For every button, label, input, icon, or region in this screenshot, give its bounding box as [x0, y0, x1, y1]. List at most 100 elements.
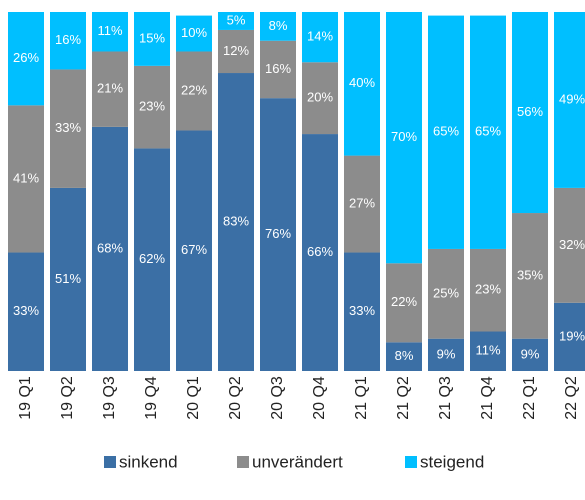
value-label: 16%: [265, 61, 291, 76]
bar-segment: [218, 12, 254, 30]
bar-segment: [344, 12, 380, 156]
value-label: 33%: [13, 303, 39, 318]
bar-segment: [50, 69, 86, 188]
value-label: 10%: [181, 25, 207, 40]
value-label: 83%: [223, 213, 249, 228]
bar-segment: [218, 29, 254, 74]
bar-segment: [218, 73, 254, 371]
x-tick-label: 20 Q4: [311, 376, 328, 420]
x-tick-label: 21 Q4: [479, 376, 496, 420]
legend-label: steigend: [420, 452, 484, 471]
x-tick-label: 19 Q2: [59, 376, 76, 420]
bar-segment: [470, 331, 506, 371]
value-label: 15%: [139, 30, 165, 45]
value-label: 26%: [13, 50, 39, 65]
bar-segment: [302, 134, 338, 371]
value-label: 19%: [559, 328, 585, 343]
x-tick-label: 22 Q2: [563, 376, 580, 420]
value-label: 25%: [433, 285, 459, 300]
value-label: 41%: [13, 170, 39, 185]
bar-segment: [512, 213, 548, 339]
legend-swatch: [104, 456, 116, 468]
value-label: 67%: [181, 242, 207, 257]
value-label: 11%: [97, 23, 122, 38]
bar-segment: [344, 155, 380, 253]
bar-segment: [302, 62, 338, 135]
bar-segment: [8, 252, 44, 371]
bar-segment: [470, 248, 506, 332]
legend-label: sinkend: [119, 452, 178, 471]
bar-segment: [554, 187, 585, 303]
value-label: 51%: [55, 271, 81, 286]
value-label: 65%: [475, 124, 501, 139]
value-label: 5%: [227, 12, 246, 27]
x-tick-label: 21 Q3: [437, 376, 454, 420]
x-tick-label: 20 Q1: [185, 376, 202, 420]
value-label: 20%: [307, 90, 333, 105]
value-label: 49%: [559, 91, 585, 106]
bar-segment: [50, 187, 86, 371]
bar-segment: [260, 98, 296, 371]
value-label: 21%: [97, 81, 123, 96]
value-label: 22%: [391, 294, 417, 309]
bar-segment: [260, 12, 296, 41]
value-label: 56%: [517, 104, 543, 119]
legend-swatch: [405, 456, 417, 468]
bar-segment: [176, 51, 212, 131]
bar-segment: [134, 148, 170, 371]
bar-segment: [428, 15, 464, 249]
bar-segment: [8, 12, 44, 106]
value-label: 32%: [559, 237, 585, 252]
bar-segment: [92, 126, 128, 371]
x-tick-label: 19 Q4: [143, 376, 160, 420]
value-label: 70%: [391, 129, 417, 144]
bar-segment: [260, 40, 296, 99]
bar-segment: [386, 12, 422, 264]
x-tick-label: 22 Q1: [521, 376, 538, 420]
bar-segment: [344, 252, 380, 371]
value-label: 33%: [55, 120, 81, 135]
bar-segment: [176, 130, 212, 371]
bar-segment: [8, 105, 44, 253]
bar-segment: [176, 15, 212, 52]
bar-segment: [386, 263, 422, 343]
bar-segment: [554, 302, 585, 371]
value-label: 14%: [307, 29, 333, 44]
value-label: 27%: [349, 196, 375, 211]
value-label: 8%: [395, 348, 414, 363]
x-tick-label: 21 Q1: [353, 376, 370, 420]
x-tick-label: 20 Q3: [269, 376, 286, 420]
value-label: 33%: [349, 303, 375, 318]
value-label: 16%: [55, 32, 81, 47]
value-label: 22%: [181, 82, 207, 97]
value-label: 76%: [265, 226, 291, 241]
bar-segment: [470, 15, 506, 249]
bar-segment: [134, 12, 170, 66]
bar-segment: [134, 65, 170, 149]
bar-segment: [512, 338, 548, 371]
value-label: 68%: [97, 240, 123, 255]
value-label: 23%: [475, 282, 501, 297]
value-label: 40%: [349, 75, 375, 90]
value-label: 62%: [139, 251, 165, 266]
bar-segment: [302, 12, 338, 63]
value-label: 23%: [139, 99, 165, 114]
value-label: 9%: [521, 346, 540, 361]
legend-swatch: [237, 456, 249, 468]
value-label: 8%: [269, 18, 288, 33]
bar-segment: [92, 12, 128, 52]
legend-label: unverändert: [252, 452, 343, 471]
bar-segment: [92, 51, 128, 127]
bar-segment: [50, 12, 86, 70]
bar-segment: [428, 338, 464, 371]
value-label: 65%: [433, 124, 459, 139]
x-tick-label: 21 Q2: [395, 376, 412, 420]
value-label: 11%: [475, 343, 500, 358]
value-label: 9%: [437, 346, 456, 361]
x-tick-label: 20 Q2: [227, 376, 244, 420]
bar-segment: [512, 12, 548, 214]
bar-segment: [386, 342, 422, 371]
bar-segment: [428, 248, 464, 339]
value-label: 35%: [517, 267, 543, 282]
